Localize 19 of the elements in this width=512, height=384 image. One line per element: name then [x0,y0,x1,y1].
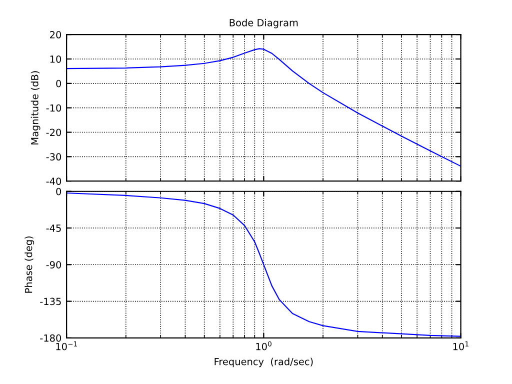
y-tick-label: -30 [46,153,62,161]
y-tick-label: -180 [40,334,62,342]
y-tick-label: 10 [50,55,62,63]
x-axis-title: Frequency (rad/sec) [214,358,313,368]
chart-title: Bode Diagram [230,18,298,28]
y-tick-label: -10 [46,104,62,112]
y-tick-label: 0 [56,80,62,88]
y-tick-label: -135 [40,298,61,306]
x-tick-label: 10$^{0}$ [256,341,272,350]
x-tick-label: 10$^{1}$ [453,341,468,350]
y-tick-label: 20 [50,31,62,38]
y-tick-label: -40 [46,178,62,185]
y-tick-label: 0 [56,188,62,196]
y-axis-title: Magnitude (dB) [30,71,40,144]
y-tick-label: -90 [46,261,62,268]
y-axis-title: Phase (deg) [24,236,34,293]
y-tick-label: -20 [46,128,62,136]
x-tick-label: 10$^{−1}$ [56,341,78,350]
y-tick-label: -45 [46,224,61,232]
